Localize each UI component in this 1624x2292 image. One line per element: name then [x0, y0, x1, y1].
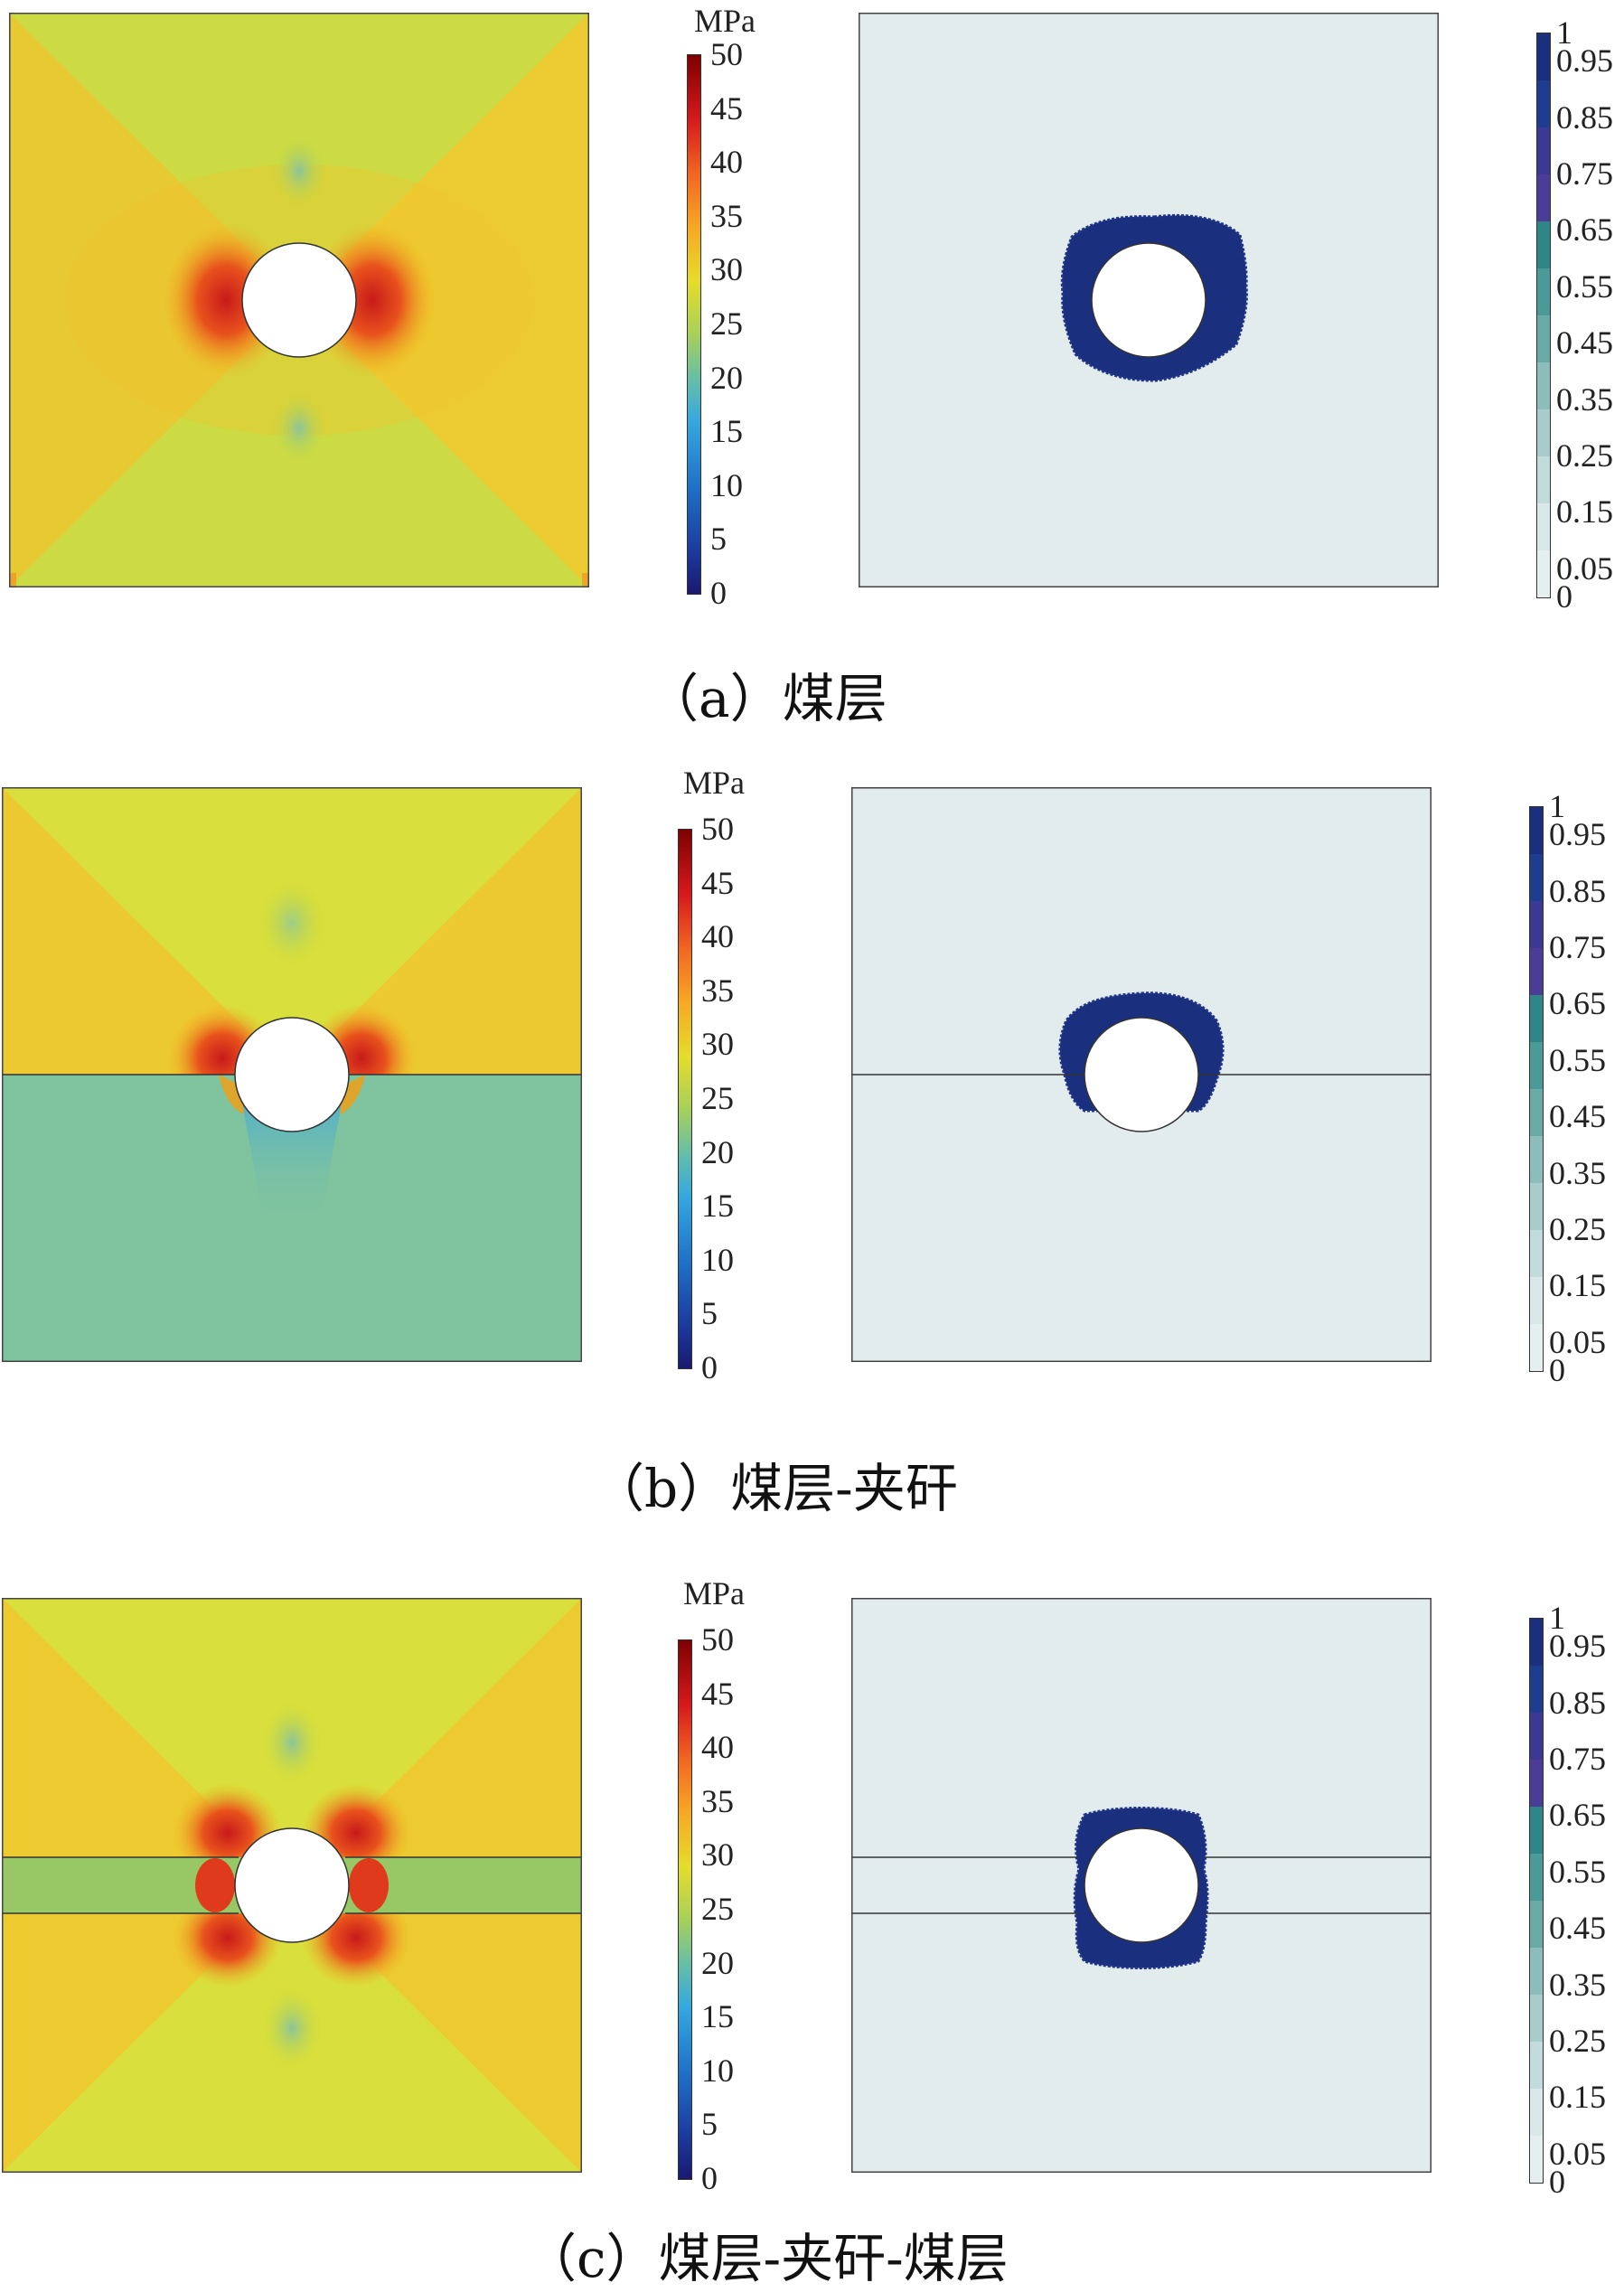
damage-tick-label: 0.45	[1549, 1910, 1606, 1947]
damage-tick-label: 0.95	[1556, 42, 1613, 80]
stress-tick-label: 45	[710, 89, 743, 127]
stress-colorbar-c	[678, 1639, 692, 2180]
stress-tick-label: 25	[710, 305, 743, 342]
stress-tick-label: 40	[701, 918, 734, 955]
stress-tick-label: 20	[701, 1944, 734, 1981]
stress-tick-label: 0	[701, 2160, 718, 2196]
panel-caption-a: （a）煤层	[646, 668, 887, 729]
damage-tick-label: 0.15	[1556, 493, 1613, 531]
stress-colorbar-unit-c: MPa	[683, 1575, 746, 1611]
damage-tick-label: 0.95	[1549, 816, 1606, 853]
damage-field-plot-a	[859, 13, 1439, 587]
damage-field-plot-c	[851, 1598, 1432, 2173]
damage-tick-label: 0	[1549, 2164, 1565, 2200]
damage-tick-label: 0.05	[1556, 550, 1613, 587]
stress-tick-label: 45	[701, 1675, 734, 1712]
stress-field-plot-b	[2, 787, 582, 1362]
damage-tick-label: 0.35	[1549, 1154, 1606, 1191]
panel-caption-c: （c）煤层-夹矸-煤层	[524, 2228, 1009, 2289]
damage-tick-label: 0.65	[1556, 211, 1613, 249]
stress-tick-label: 5	[710, 521, 727, 558]
damage-tick-label: 0.85	[1556, 99, 1613, 136]
stress-tick-label: 20	[710, 359, 743, 396]
stress-tick-label: 50	[701, 1621, 734, 1658]
stress-tick-label: 15	[701, 1998, 734, 2035]
damage-tick-label: 0.25	[1556, 437, 1613, 474]
damage-tick-label: 0.65	[1549, 1797, 1606, 1834]
stress-field-plot-c	[2, 1598, 582, 2173]
damage-tick-label: 0.45	[1549, 1098, 1606, 1135]
panel-caption-b: （b）煤层-夹矸	[592, 1458, 958, 1519]
damage-tick-label: 0.15	[1549, 1267, 1606, 1304]
stress-tick-label: 5	[701, 1295, 718, 1332]
stress-tick-label: 15	[701, 1188, 734, 1225]
damage-tick-label: 0.55	[1549, 1853, 1606, 1890]
damage-tick-label: 0.35	[1549, 1966, 1606, 2003]
stress-tick-label: 45	[701, 864, 734, 901]
damage-tick-label: 1	[1556, 14, 1572, 51]
stress-tick-label: 10	[701, 2052, 734, 2089]
damage-field-plot-b	[851, 787, 1432, 1362]
stress-tick-label: 10	[710, 466, 743, 503]
damage-tick-label: 0	[1549, 1352, 1565, 1388]
damage-colorbar-a	[1536, 33, 1551, 598]
damage-tick-label: 0.55	[1549, 1041, 1606, 1078]
stress-tick-label: 35	[710, 197, 743, 234]
damage-tick-label: 0.25	[1549, 1211, 1606, 1247]
stress-tick-label: 35	[701, 972, 734, 1009]
stress-tick-label: 0	[701, 1349, 718, 1386]
stress-tick-label: 25	[701, 1891, 734, 1927]
stress-tick-label: 30	[710, 251, 743, 288]
damage-tick-label: 1	[1549, 1600, 1565, 1636]
stress-colorbar-b	[678, 829, 692, 1369]
damage-tick-label: 0.85	[1549, 1684, 1606, 1721]
stress-tick-label: 50	[701, 811, 734, 847]
damage-tick-label: 0.25	[1549, 2023, 1606, 2059]
stress-tick-label: 30	[701, 1026, 734, 1063]
stress-tick-label: 15	[710, 413, 743, 450]
damage-colorbar-b	[1529, 806, 1544, 1372]
damage-tick-label: 0	[1556, 578, 1572, 615]
stress-tick-label: 20	[701, 1133, 734, 1170]
damage-tick-label: 0.75	[1556, 155, 1613, 192]
damage-tick-label: 0.55	[1556, 268, 1613, 305]
damage-tick-label: 0.05	[1549, 1323, 1606, 1360]
stress-colorbar-unit-b: MPa	[683, 765, 746, 801]
stress-tick-label: 35	[701, 1782, 734, 1819]
stress-tick-label: 40	[710, 144, 743, 181]
damage-tick-label: 0.75	[1549, 1741, 1606, 1777]
damage-tick-label: 0.05	[1549, 2135, 1606, 2172]
stress-field-plot-a	[9, 13, 589, 587]
damage-tick-label: 0.95	[1549, 1628, 1606, 1665]
damage-tick-label: 0.35	[1556, 380, 1613, 418]
damage-tick-label: 0.15	[1549, 2079, 1606, 2116]
stress-tick-label: 0	[710, 575, 727, 611]
stress-tick-label: 5	[701, 2106, 718, 2143]
stress-tick-label: 30	[701, 1836, 734, 1874]
stress-tick-label: 40	[701, 1729, 734, 1766]
stress-tick-label: 25	[701, 1080, 734, 1116]
damage-tick-label: 0.65	[1549, 985, 1606, 1022]
damage-tick-label: 0.75	[1549, 929, 1606, 965]
stress-colorbar-a	[687, 54, 701, 595]
damage-tick-label: 0.85	[1549, 872, 1606, 909]
damage-tick-label: 0.45	[1556, 324, 1613, 362]
stress-tick-label: 10	[701, 1241, 734, 1278]
damage-colorbar-c	[1529, 1618, 1544, 2184]
damage-tick-label: 1	[1549, 788, 1565, 824]
stress-tick-label: 50	[710, 36, 743, 72]
stress-colorbar-unit: MPa	[694, 3, 756, 39]
